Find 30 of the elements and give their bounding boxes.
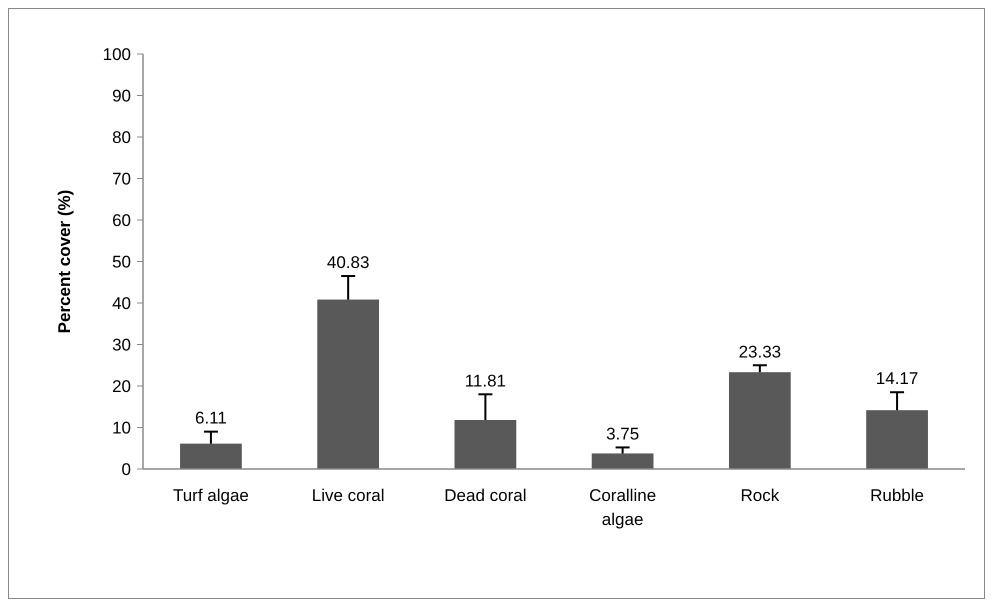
- x-tick-label: Coralline algae: [589, 486, 656, 529]
- y-axis-title: Percent cover (%): [55, 190, 74, 334]
- y-tick-label: 60: [112, 210, 131, 230]
- data-label: 23.33: [738, 342, 782, 362]
- data-label: 14.17: [876, 369, 918, 388]
- y-tick-label: 30: [112, 335, 131, 354]
- y-tick-label: 50: [112, 252, 131, 272]
- bar: [728, 372, 791, 469]
- y-tick-label: 100: [102, 44, 131, 64]
- x-tick-label: Live coral: [312, 486, 385, 505]
- bar: [317, 300, 380, 469]
- bar: [454, 420, 516, 469]
- data-label: 3.75: [606, 424, 640, 444]
- y-tick-label: 0: [122, 460, 131, 479]
- bar: [592, 453, 654, 469]
- bar: [180, 444, 242, 469]
- y-tick-label: 40: [112, 294, 131, 313]
- bar: [866, 410, 928, 469]
- y-tick-label: 90: [112, 86, 131, 106]
- data-label: 6.11: [195, 408, 227, 428]
- y-tick-label: 70: [112, 169, 131, 188]
- x-tick-label: Dead coral: [444, 486, 526, 505]
- x-tick-label: Rock: [740, 486, 780, 505]
- x-tick-label: Rubble: [870, 486, 924, 505]
- y-tick-label: 20: [112, 376, 131, 396]
- y-tick-label: 80: [112, 128, 131, 147]
- data-label: 40.83: [326, 253, 370, 272]
- y-tick-label: 10: [112, 418, 131, 438]
- x-tick-label: Turf algae: [172, 486, 249, 505]
- data-label: 11.81: [464, 371, 506, 390]
